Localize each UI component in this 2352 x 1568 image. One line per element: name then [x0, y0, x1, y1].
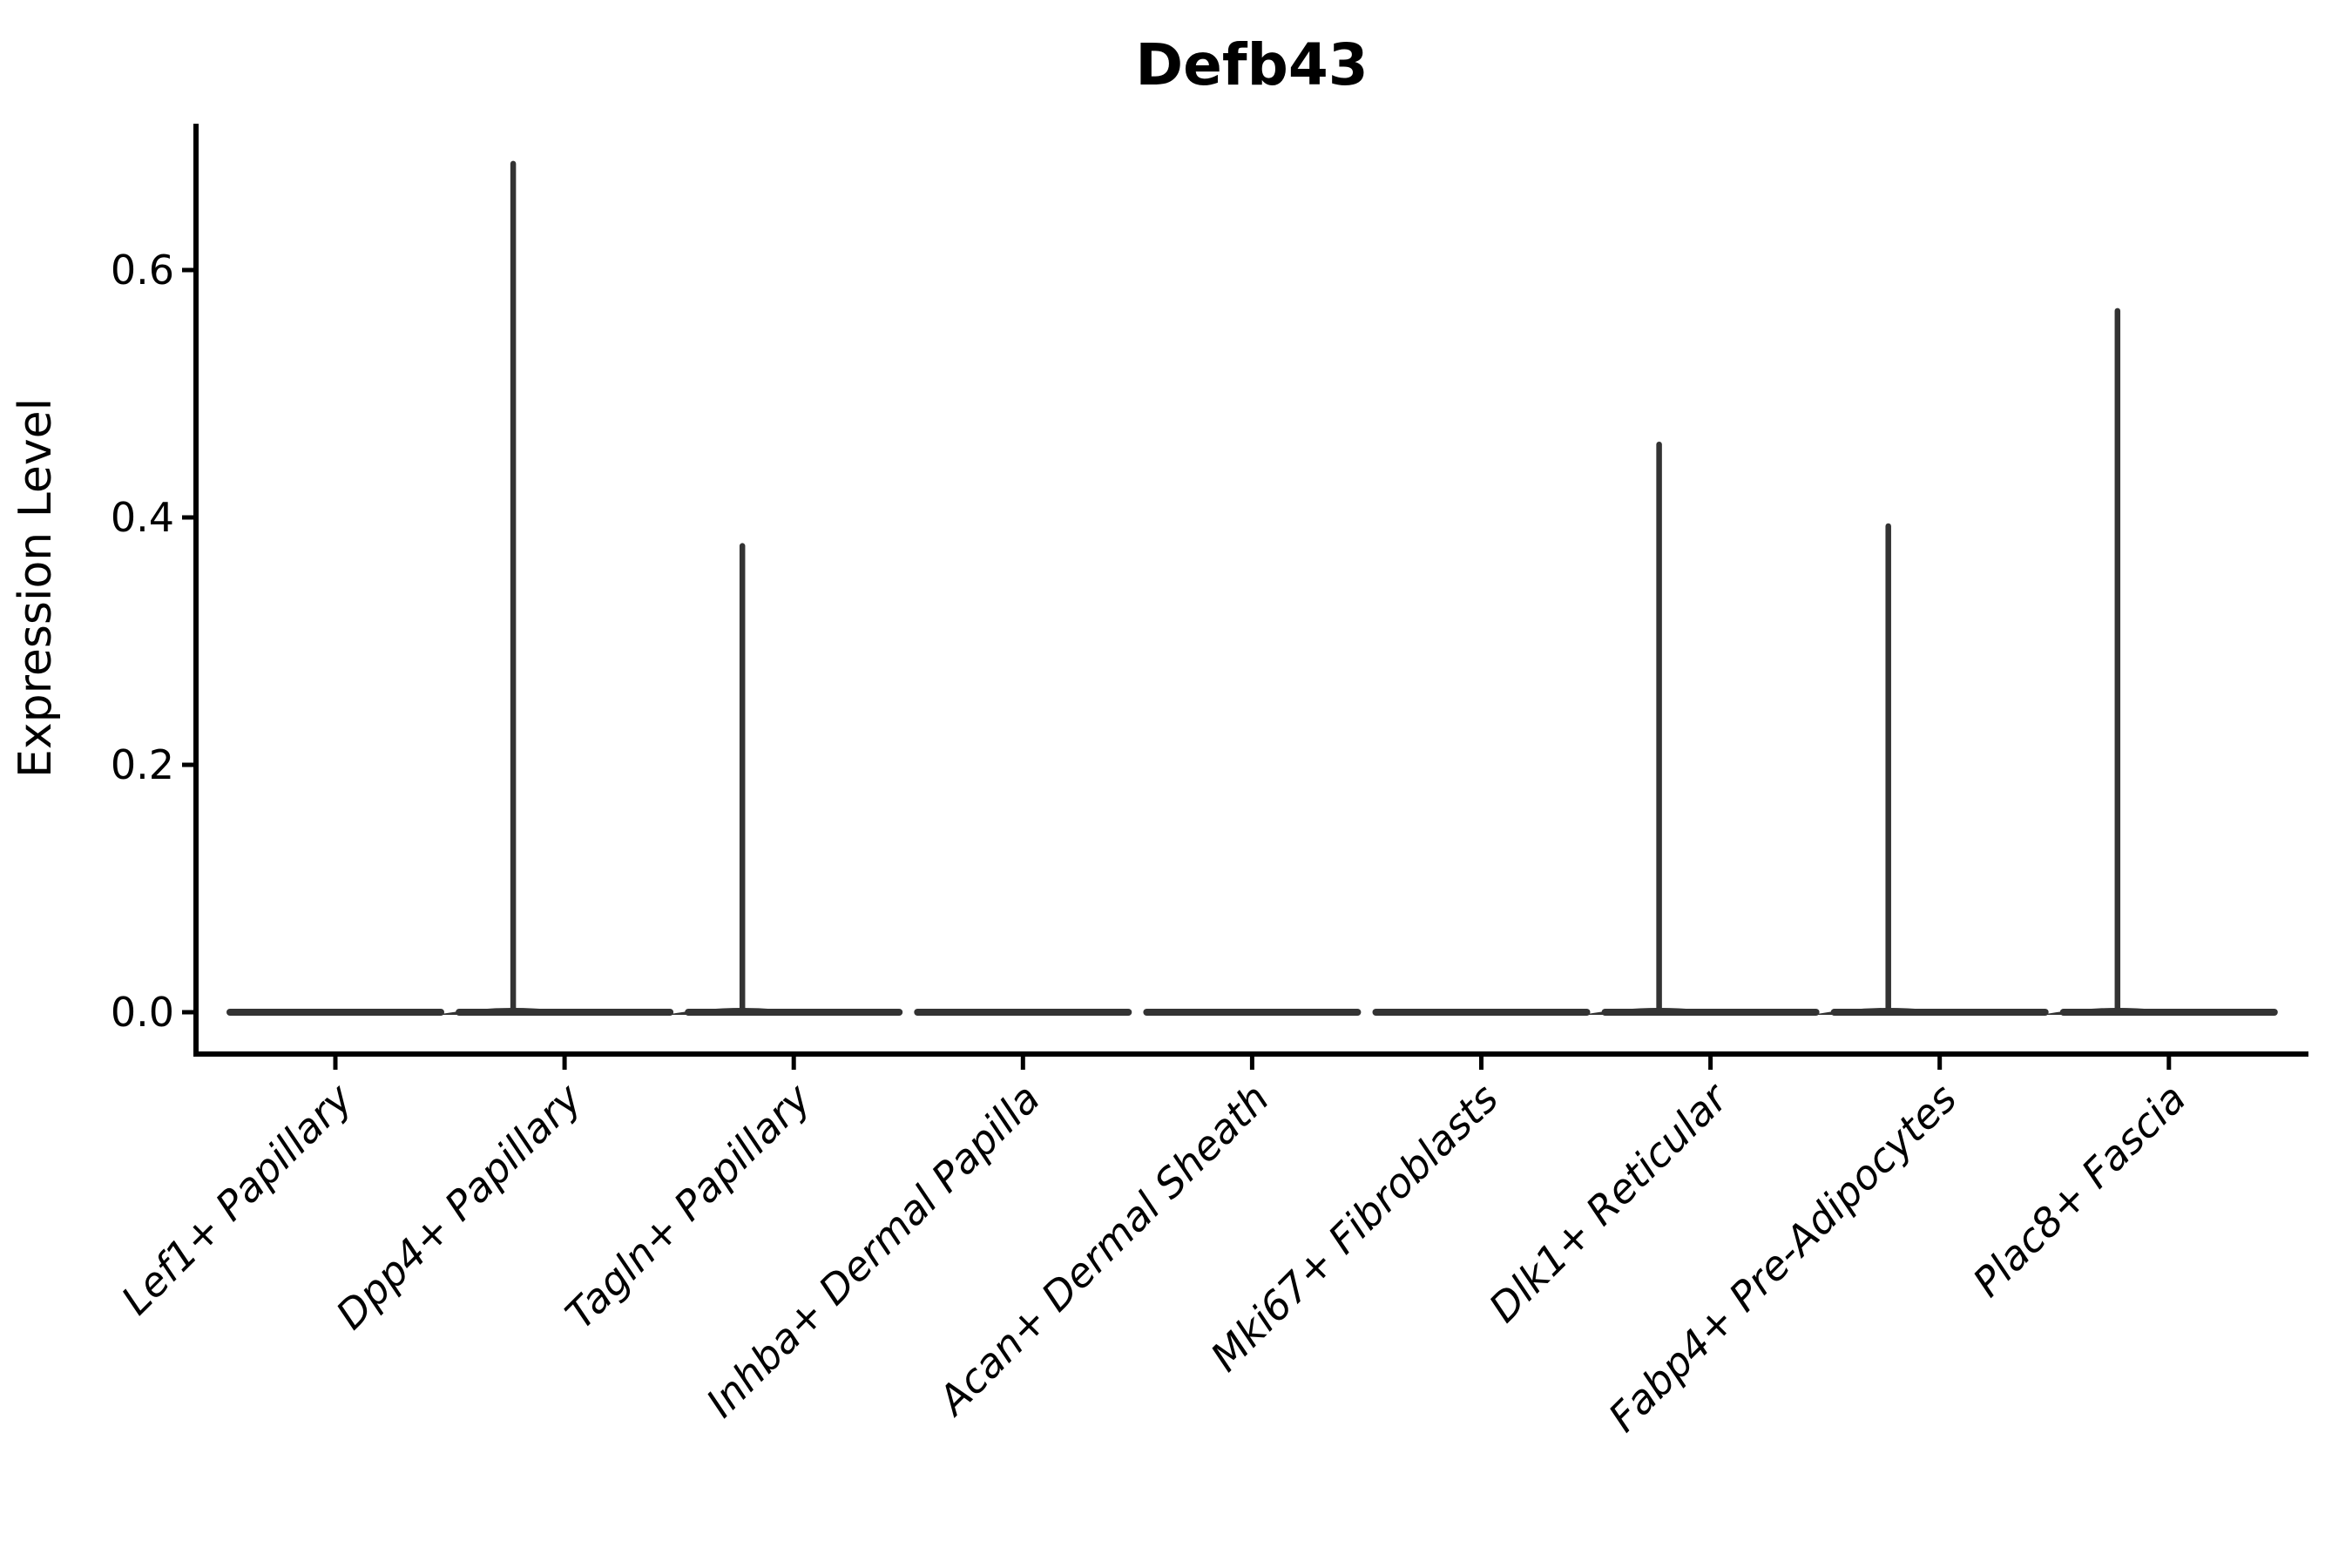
x-tick-label: Dlk1+ Reticular: [1480, 1072, 1739, 1331]
y-axis-label: Expression Level: [10, 398, 62, 778]
x-tick-label: Plac8+ Fascia: [1963, 1075, 2194, 1306]
x-tick-label: Tagln+ Papillary: [557, 1074, 821, 1338]
violin: [666, 543, 903, 1016]
violin: [1582, 441, 1820, 1016]
violin: [2040, 308, 2278, 1016]
chart-title: Defb43: [1135, 31, 1368, 98]
y-tick-label: 0.2: [111, 741, 174, 788]
violin: [1811, 523, 2049, 1016]
violin-series: [226, 160, 2278, 1016]
x-tick-label: Lef1+ Papillary: [112, 1074, 362, 1323]
y-tick-label: 0.4: [111, 494, 174, 541]
y-tick-label: 0.0: [111, 989, 174, 1036]
y-tick-label: 0.6: [111, 247, 174, 294]
violin: [436, 160, 674, 1016]
x-tick-label: Dpp4+ Papillary: [327, 1074, 591, 1338]
y-axis-ticks: 0.0 0.2 0.4 0.6: [111, 247, 196, 1036]
